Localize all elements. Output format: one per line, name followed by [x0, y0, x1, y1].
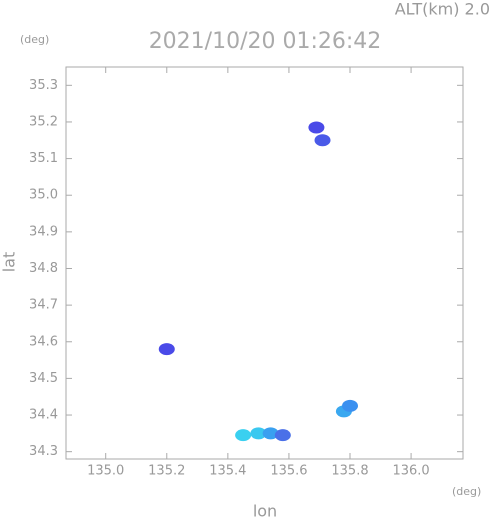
y-tick-label: 34.5 [29, 371, 58, 386]
x-unit: (deg) [452, 485, 481, 498]
y-tick-label: 34.4 [29, 408, 58, 423]
x-axis-label: lon [253, 502, 277, 521]
y-tick-label: 34.3 [29, 444, 58, 459]
echo-point [262, 427, 279, 440]
x-tick-label: 135.6 [270, 464, 307, 479]
x-tick-label: 135.8 [331, 464, 368, 479]
plot-frame [65, 66, 464, 460]
x-tick-label: 135.0 [87, 464, 124, 479]
echo-point [158, 343, 175, 356]
x-tick-label: 136.0 [392, 464, 429, 479]
y-tick-label: 34.9 [29, 224, 58, 239]
echo-point [274, 429, 291, 442]
chart-title: 2021/10/20 01:26:42 [149, 29, 382, 54]
y-unit: (deg) [20, 33, 49, 46]
y-tick-label: 34.7 [29, 298, 58, 313]
y-tick-label: 35.0 [29, 188, 58, 203]
x-tick-label: 135.4 [209, 464, 246, 479]
x-tick-label: 135.2 [148, 464, 185, 479]
echo-point [314, 134, 331, 147]
y-tick-label: 35.3 [29, 78, 58, 93]
y-tick-label: 34.8 [29, 261, 58, 276]
altitude-label: ALT(km) 2.0 [395, 0, 490, 19]
y-axis-label: lat [0, 252, 19, 273]
y-tick-label: 34.6 [29, 334, 58, 349]
echo-point [308, 121, 325, 134]
echo-point [342, 399, 359, 412]
echo-point [235, 429, 252, 442]
y-tick-label: 35.1 [29, 151, 58, 166]
echo-point [250, 427, 267, 440]
y-tick-label: 35.2 [29, 114, 58, 129]
